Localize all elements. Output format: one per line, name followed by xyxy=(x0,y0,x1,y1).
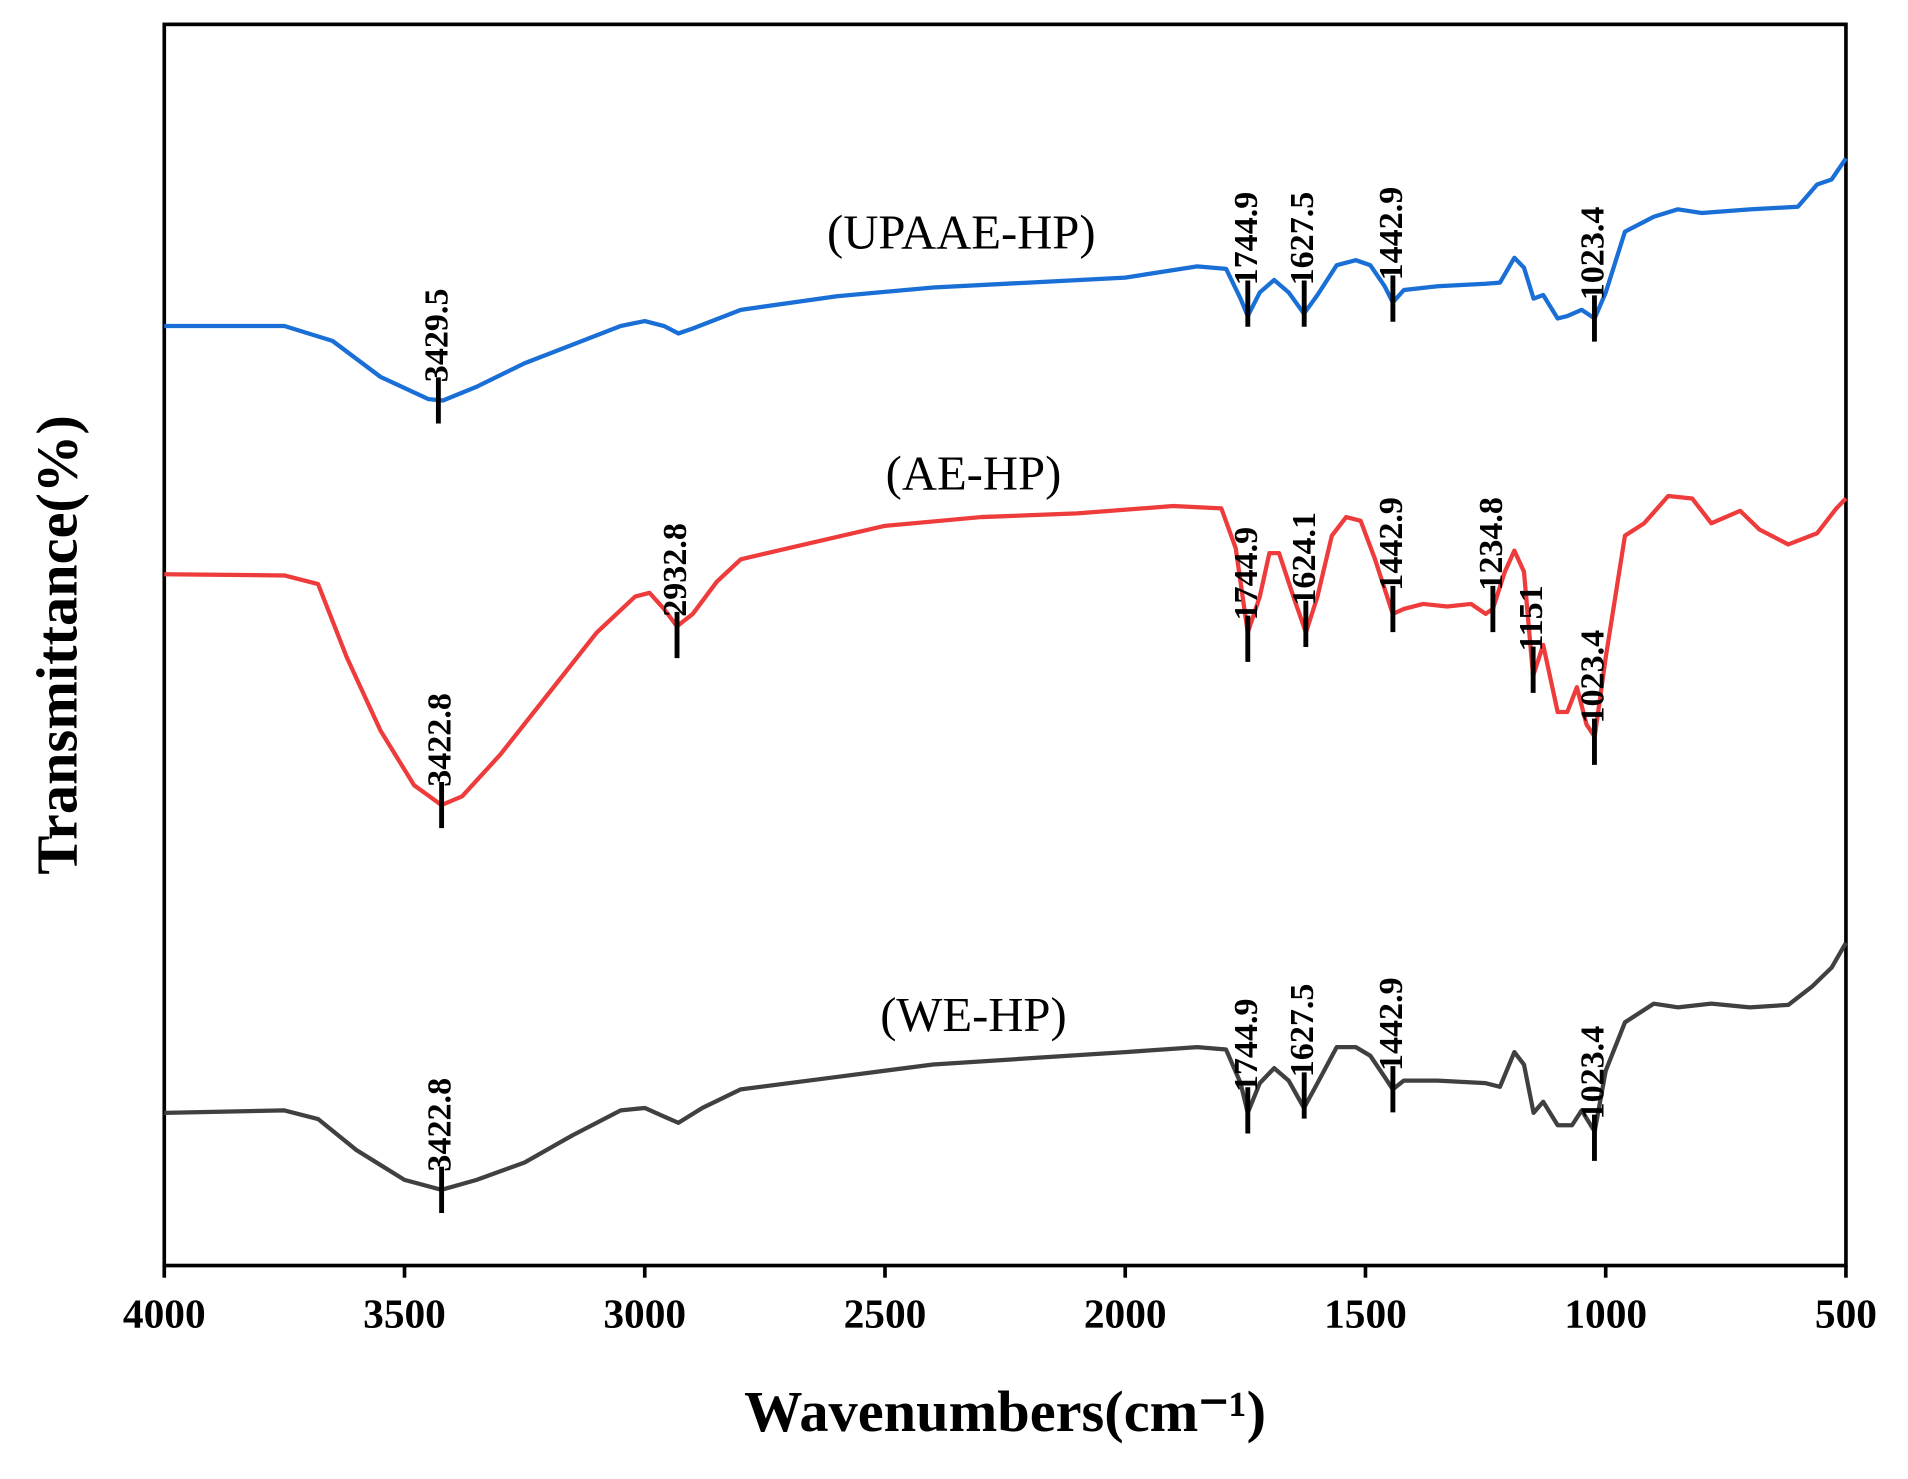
peak-label: 1744.9 xyxy=(1228,998,1265,1092)
peak-label: 2932.8 xyxy=(657,523,694,617)
spectrum-line xyxy=(164,493,1848,808)
peak-label: 3429.5 xyxy=(418,289,455,383)
peak-label: 1023.4 xyxy=(1574,630,1611,724)
y-axis-title: Transmittance(%) xyxy=(25,415,90,874)
x-tick-label: 2500 xyxy=(844,1290,927,1336)
peak-label: 1744.9 xyxy=(1228,527,1265,621)
x-tick-label: 4000 xyxy=(123,1290,206,1336)
peak-label: 3422.8 xyxy=(422,693,459,787)
x-tick-label: 3500 xyxy=(363,1290,446,1336)
peak-label: 1627.5 xyxy=(1284,984,1321,1078)
peak-label: 1627.5 xyxy=(1284,192,1321,286)
peak-label: 3422.8 xyxy=(422,1078,459,1172)
plot-frame xyxy=(162,22,1848,1268)
x-tick-label: 1000 xyxy=(1564,1290,1647,1336)
series-label: (WE-HP) xyxy=(880,988,1066,1042)
series-label: (UPAAE-HP) xyxy=(827,205,1096,259)
peak-label: 1442.9 xyxy=(1373,977,1410,1071)
x-tick-label: 1500 xyxy=(1324,1290,1407,1336)
x-axis-title: Wavenumbers(cm⁻¹) xyxy=(744,1379,1266,1444)
spectrum-line xyxy=(164,941,1848,1192)
peak-label: 1442.9 xyxy=(1373,497,1410,591)
peak-label: 1624.1 xyxy=(1286,512,1323,606)
peak-label: 1151 xyxy=(1513,585,1550,651)
peak-label: 1023.4 xyxy=(1574,207,1611,301)
peak-label: 1234.8 xyxy=(1473,497,1510,591)
series-label: (AE-HP) xyxy=(886,446,1062,500)
peak-label: 1744.9 xyxy=(1228,192,1265,286)
x-tick-label: 3000 xyxy=(603,1290,686,1336)
peak-label: 1023.4 xyxy=(1574,1026,1611,1120)
spectrum-line xyxy=(164,157,1848,403)
peak-label: 1442.9 xyxy=(1373,187,1410,281)
x-tick-label: 2000 xyxy=(1084,1290,1167,1336)
x-tick-label: 500 xyxy=(1815,1290,1877,1336)
